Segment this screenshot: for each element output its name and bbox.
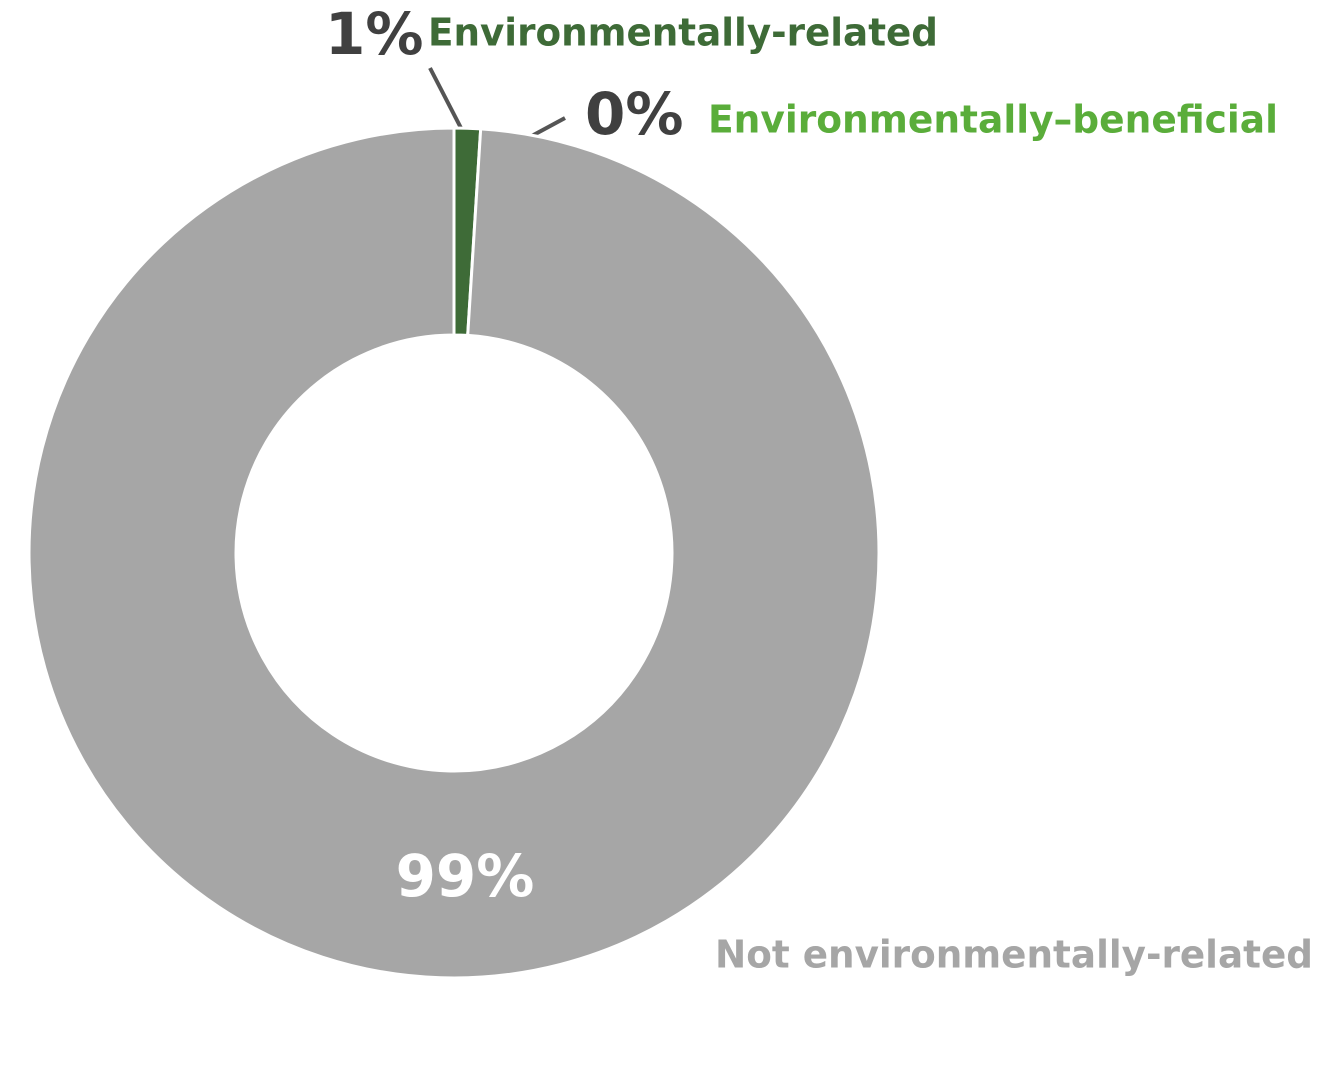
leader-line [428, 67, 464, 131]
value-label: 0% [585, 80, 683, 148]
slice [27, 126, 881, 980]
value-label: 1% [325, 0, 423, 68]
category-label: Environmentally–beneficial [708, 98, 1278, 142]
value-label: 99% [396, 842, 535, 910]
category-label: Environmentally-related [428, 11, 938, 55]
slices [27, 126, 881, 980]
category-label: Not environmentally-related [715, 933, 1313, 977]
